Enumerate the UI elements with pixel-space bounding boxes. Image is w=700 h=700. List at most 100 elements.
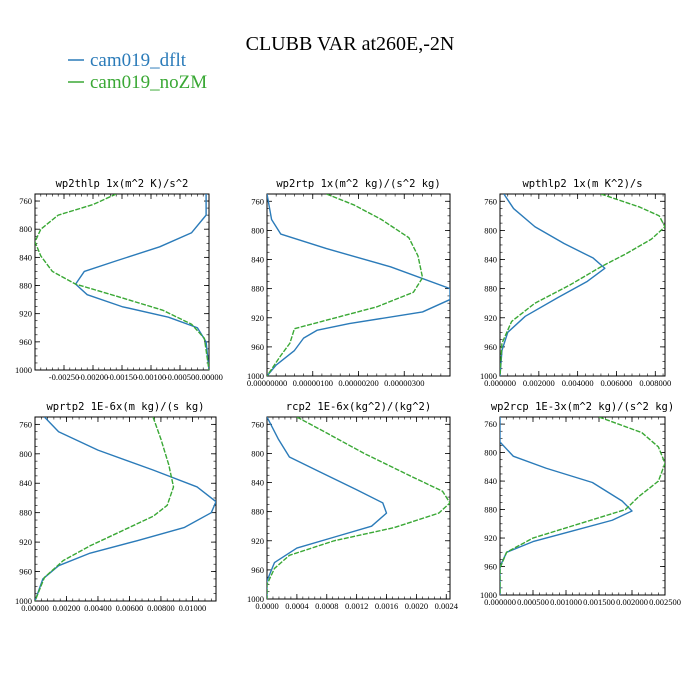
x-tick-label: 0.004000 — [562, 378, 594, 388]
y-tick-label: 760 — [484, 419, 497, 429]
x-tick-label: 0.001000 — [550, 597, 582, 607]
y-tick-label: 880 — [251, 507, 264, 517]
y-tick-label: 840 — [484, 476, 497, 486]
x-tick-label: 0.008000 — [639, 378, 671, 388]
x-tick-label: -0.00250 — [49, 372, 79, 382]
y-tick-label: 1000 — [247, 594, 264, 604]
y-tick-label: 880 — [19, 281, 32, 291]
x-tick-label: 0.000500 — [517, 597, 549, 607]
series-line-dflt — [74, 194, 209, 370]
y-tick-label: 1000 — [15, 365, 32, 375]
x-tick-label: 0.0000 — [255, 601, 278, 611]
y-tick-label: 960 — [484, 342, 497, 352]
y-tick-label: 960 — [484, 562, 497, 572]
x-tick-label: 0.00200 — [53, 603, 81, 613]
y-tick-label: 800 — [19, 224, 32, 234]
y-tick-label: 760 — [19, 196, 32, 206]
panel-title: wpthlp2 1x(m K^2)/s — [522, 178, 642, 190]
y-tick-label: 920 — [484, 533, 497, 543]
y-tick-label: 840 — [251, 255, 264, 265]
x-tick-label: 0.0012 — [345, 601, 368, 611]
x-tick-label: 0.0004 — [285, 601, 309, 611]
panel-title: wprtp2 1E-6x(m kg)/(s kg) — [46, 401, 204, 413]
figure-title: CLUBB VAR at260E,-2N — [246, 33, 455, 55]
y-tick-label: 960 — [251, 342, 264, 352]
y-tick-label: 920 — [251, 313, 264, 323]
y-tick-label: 800 — [251, 225, 264, 235]
y-tick-label: 880 — [484, 284, 497, 294]
legend-label: cam019_dflt — [90, 50, 187, 71]
series-line-dflt — [500, 417, 633, 595]
series-line-noZM — [267, 417, 450, 599]
chart-panel: wp2thlp 1x(m^2 K)/s^2 760 800 840 880 920 960 1… — [15, 178, 223, 382]
x-tick-label: 0.002000 — [523, 378, 555, 388]
x-tick-label: 0.00800 — [147, 603, 175, 613]
series-line-noZM — [35, 417, 175, 601]
y-tick-label: 920 — [19, 537, 32, 547]
y-tick-label: 1000 — [480, 590, 497, 600]
series-line-noZM — [500, 194, 665, 376]
x-tick-label: 0.00000 — [21, 603, 49, 613]
plot-frame — [34, 193, 210, 371]
x-tick-label: 0.00000 — [195, 372, 223, 382]
x-tick-label: 0.001500 — [583, 597, 615, 607]
x-tick-label: 0.00600 — [116, 603, 144, 613]
chart-panel: wpthlp2 1x(m K^2)/s 760 800 840 880 920 960 100… — [480, 178, 671, 388]
x-tick-label: 0.006000 — [601, 378, 633, 388]
y-tick-label: 760 — [251, 419, 264, 429]
x-tick-label: -0.00150 — [107, 372, 137, 382]
series-line-dflt — [35, 417, 216, 601]
y-tick-label: 960 — [19, 337, 32, 347]
x-tick-label: -0.00100 — [136, 372, 166, 382]
chart-panel: wprtp2 1E-6x(m kg)/(s kg) 760 800 840 880 920… — [15, 401, 217, 613]
x-tick-label: 0.002500 — [649, 597, 681, 607]
plot-frame — [34, 416, 217, 602]
x-tick-label: -0.00050 — [165, 372, 195, 382]
y-tick-label: 920 — [251, 536, 264, 546]
y-tick-label: 1000 — [480, 371, 497, 381]
x-tick-label: 0.00000100 — [293, 378, 333, 388]
y-tick-label: 880 — [19, 508, 32, 518]
series-line-dflt — [267, 194, 450, 376]
y-tick-label: 760 — [251, 196, 264, 206]
x-tick-label: 0.00000300 — [384, 378, 424, 388]
chart-panel: wp2rcp 1E-3x(m^2 kg)/(s^2 kg) 760 800 840 88… — [480, 401, 681, 607]
y-tick-label: 880 — [251, 284, 264, 294]
y-tick-label: 960 — [19, 567, 32, 577]
x-tick-label: 0.00000200 — [338, 378, 378, 388]
x-tick-label: 0.0024 — [435, 601, 459, 611]
panel-title: wp2rtp 1x(m^2 kg)/(s^2 kg) — [276, 178, 440, 190]
series-line-dflt — [500, 194, 606, 376]
panel-title: wp2thlp 1x(m^2 K)/s^2 — [56, 178, 189, 190]
x-tick-label: 0.0008 — [315, 601, 338, 611]
x-tick-label: 0.002000 — [616, 597, 648, 607]
plot-frame — [266, 416, 451, 600]
plot-frame — [266, 193, 451, 377]
y-tick-label: 800 — [484, 225, 497, 235]
x-tick-label: 0.00400 — [84, 603, 112, 613]
x-tick-label: 0.0016 — [375, 601, 398, 611]
panel-title: wp2rcp 1E-3x(m^2 kg)/(s^2 kg) — [491, 401, 674, 413]
y-tick-label: 760 — [19, 419, 32, 429]
x-tick-label: -0.00200 — [78, 372, 108, 382]
chart-panel: wp2rtp 1x(m^2 kg)/(s^2 kg) 760 800 840 880 92… — [247, 178, 451, 388]
series-line-noZM — [267, 194, 424, 376]
legend-label: cam019_noZM — [90, 72, 207, 93]
x-tick-label: 0.01000 — [179, 603, 207, 613]
y-tick-label: 880 — [484, 505, 497, 515]
y-tick-label: 840 — [19, 478, 32, 488]
y-tick-label: 960 — [251, 565, 264, 575]
y-tick-label: 800 — [19, 449, 32, 459]
x-tick-label: 0.000000 — [484, 597, 516, 607]
y-tick-label: 760 — [484, 196, 497, 206]
y-tick-label: 840 — [251, 478, 264, 488]
plot-frame — [499, 416, 666, 596]
x-tick-label: 0.0020 — [405, 601, 428, 611]
chart-panel: rcp2 1E-6x(kg^2)/(kg^2) 760 800 840 880 920 96… — [247, 401, 459, 611]
series-line-dflt — [267, 417, 388, 599]
y-tick-label: 1000 — [247, 371, 264, 381]
y-tick-label: 840 — [19, 252, 32, 262]
y-tick-label: 800 — [251, 448, 264, 458]
